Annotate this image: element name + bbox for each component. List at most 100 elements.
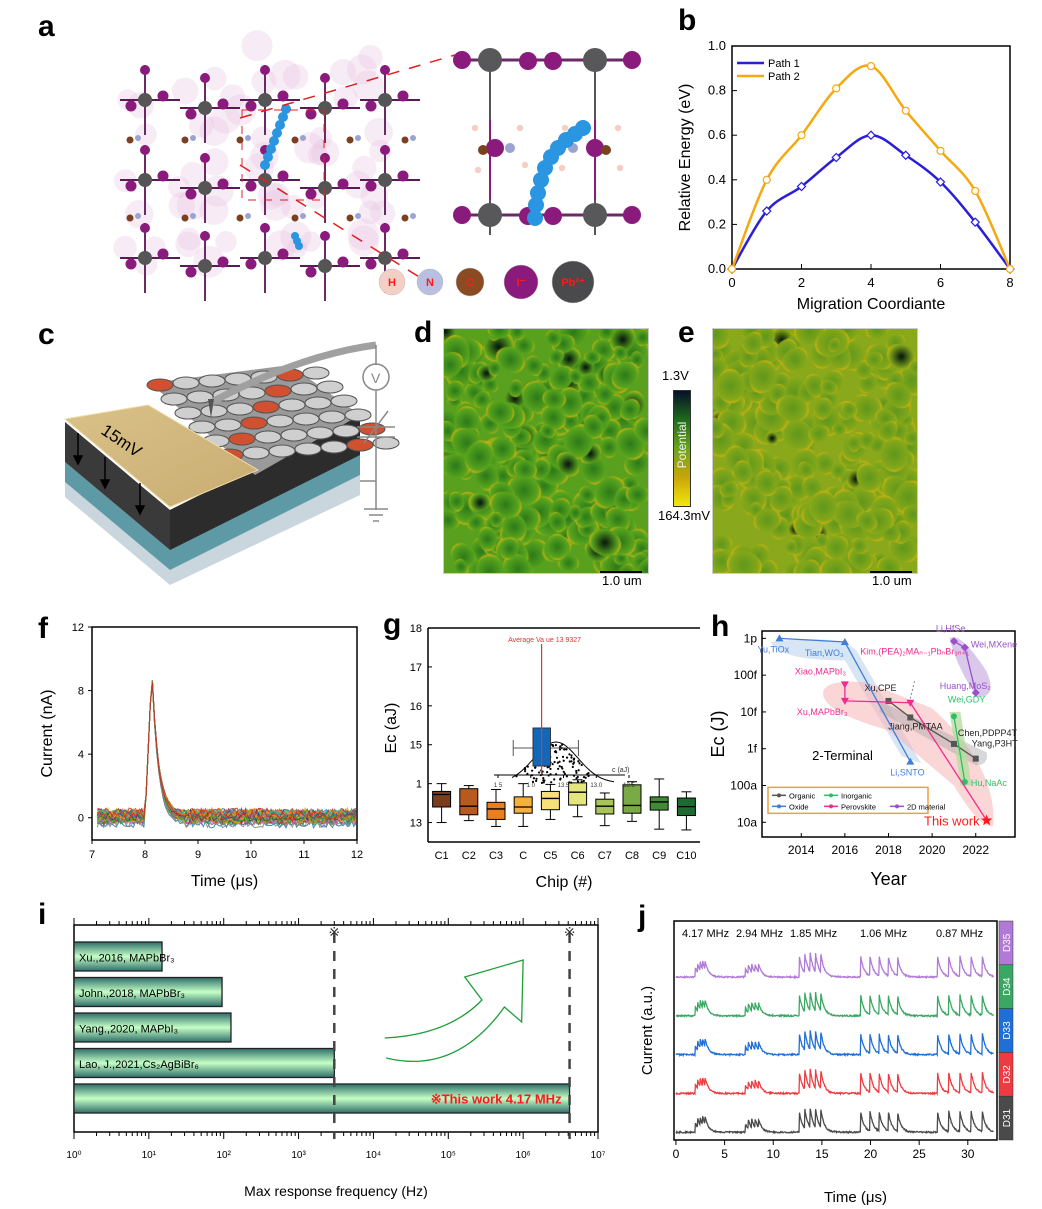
y-tick-label: 1f — [747, 742, 758, 756]
grain — [302, 366, 330, 380]
c-atom — [401, 136, 409, 144]
data-point — [972, 755, 979, 762]
crystal-structure-illustration: H N C I⁻ Pb²⁺ — [113, 30, 641, 304]
data-point — [840, 681, 849, 689]
data-point — [906, 757, 915, 765]
box — [432, 790, 452, 808]
i-atom — [305, 188, 317, 200]
data-point — [727, 264, 737, 274]
panel-e-letter: e — [678, 316, 695, 349]
y-tick-label: 0.6 — [708, 127, 726, 142]
inset-scatter-point — [531, 780, 535, 783]
data-point — [840, 697, 849, 705]
atom-legend-swatch — [455, 267, 485, 297]
grain — [146, 378, 174, 392]
current-trace — [96, 681, 357, 821]
colorbar-top-label: 1.3V — [662, 368, 689, 383]
data-point — [950, 713, 957, 720]
migration-atom — [281, 104, 291, 114]
x-tick-label: C6 — [571, 850, 585, 862]
x-tick-label: C9 — [652, 850, 666, 862]
c-atom — [346, 214, 354, 222]
x-axis-label: Max response frequency (Hz) — [244, 1183, 428, 1199]
i-atom — [125, 100, 137, 112]
migration-atom — [528, 197, 544, 213]
trend-arrow — [384, 959, 524, 1062]
point-label: Yu,TiOx — [757, 644, 789, 654]
x-tick-label: 30 — [961, 1147, 975, 1161]
y-tick-label: 1 — [416, 779, 422, 791]
data-point — [960, 643, 969, 652]
inset-scatter-point — [526, 772, 529, 775]
inset-scatter-point — [534, 766, 537, 769]
inset-scatter-point — [582, 779, 585, 783]
inset-x-axis-label: c (aJ) — [612, 767, 630, 774]
atom-legend: H N C I⁻ Pb²⁺ — [378, 260, 595, 304]
panel-f-letter: f — [38, 612, 48, 645]
inset-scatter-point — [577, 760, 580, 763]
y-tick-label: 0 — [78, 813, 84, 825]
i-atom — [337, 98, 349, 110]
c-atom — [478, 145, 488, 155]
point-label: Li,SNTO — [890, 768, 924, 778]
i-atom — [200, 153, 210, 163]
panel-j-letter: j — [638, 900, 647, 933]
pb-atom — [318, 101, 332, 115]
current-trace — [96, 682, 356, 825]
current-trace — [96, 680, 357, 823]
inset-scatter-point — [553, 760, 556, 764]
y-tick-label: 0.0 — [708, 261, 726, 276]
data-point — [935, 177, 946, 187]
i-atom — [623, 206, 641, 224]
kpfm-map-d — [443, 328, 649, 574]
grain — [268, 444, 296, 458]
n-atom — [355, 135, 361, 141]
data-point — [949, 637, 958, 646]
y-tick-label: 1p — [744, 631, 758, 645]
current-trace — [96, 681, 357, 819]
panel-h-letter: h — [711, 610, 730, 643]
pb-atom — [138, 93, 152, 107]
halo — [265, 230, 297, 262]
c-atom — [181, 136, 189, 144]
panel-b-letter: b — [678, 4, 697, 37]
i-atom — [157, 248, 169, 260]
halo — [358, 44, 383, 70]
inset-scatter-point — [570, 756, 573, 759]
this-work-star — [980, 814, 993, 826]
x-tick-label: 2016 — [832, 843, 859, 857]
frequency-bar — [73, 941, 163, 972]
n-atom — [410, 213, 416, 219]
x-tick-label: 9 — [195, 849, 201, 861]
migration-atom — [278, 112, 288, 122]
i-atom — [519, 52, 537, 70]
current-trace — [96, 683, 357, 829]
inset-scatter-point — [559, 745, 562, 748]
two-terminal-annotation: 2-Terminal — [812, 748, 873, 763]
oxide-region — [770, 639, 922, 764]
i-atom — [397, 170, 409, 182]
gold-electrode — [63, 404, 260, 508]
halo — [370, 200, 396, 226]
h-atom — [474, 166, 482, 174]
point-label: Hu,NaAc — [971, 778, 1008, 788]
i-atom — [245, 180, 257, 192]
current-trace — [97, 681, 357, 817]
current-trace — [96, 682, 357, 820]
grain — [242, 446, 270, 460]
inset-scatter-point — [575, 771, 578, 774]
current-trace — [97, 680, 356, 821]
data-point — [840, 638, 849, 646]
current-trace — [97, 682, 357, 821]
grain — [316, 380, 344, 394]
i-atom — [125, 180, 137, 192]
migration-atom — [260, 160, 270, 170]
i-atom — [337, 178, 349, 190]
current-trace — [97, 679, 357, 821]
pb-atom — [198, 181, 212, 195]
pb-atom — [378, 173, 392, 187]
perovskite-region — [823, 681, 994, 827]
n-atom — [300, 213, 306, 219]
bar-label: John.,2018, MAPbBr₃ — [79, 988, 185, 1000]
c-atom — [236, 136, 244, 144]
